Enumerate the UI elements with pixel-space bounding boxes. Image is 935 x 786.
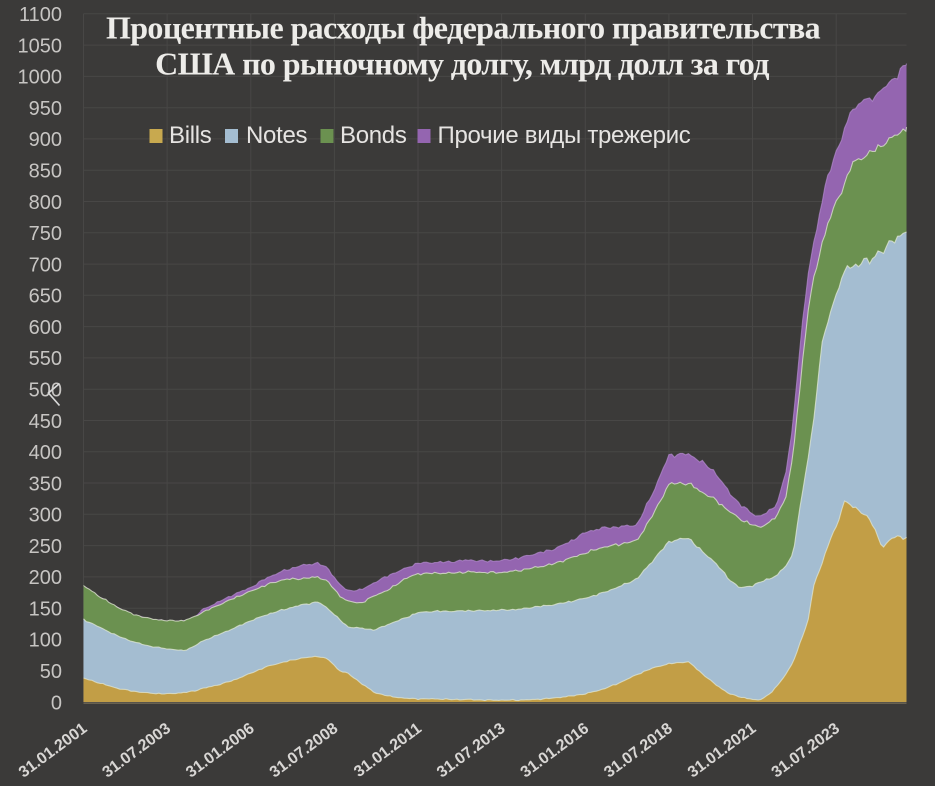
svg-text:Notes: Notes	[246, 122, 307, 149]
svg-text:250: 250	[29, 536, 62, 558]
svg-text:США по рыночному долгу, млрд д: США по рыночному долгу, млрд долл за год	[155, 46, 769, 82]
svg-text:900: 900	[29, 129, 62, 151]
svg-text:100: 100	[29, 630, 62, 652]
svg-text:450: 450	[29, 411, 62, 433]
svg-text:700: 700	[29, 254, 62, 276]
svg-text:350: 350	[29, 473, 62, 495]
svg-text:600: 600	[29, 317, 62, 339]
svg-text:Процентные расходы федеральног: Процентные расходы федерального правител…	[106, 10, 821, 46]
svg-text:850: 850	[29, 161, 62, 183]
svg-text:950: 950	[29, 98, 62, 120]
svg-text:500: 500	[29, 380, 62, 402]
svg-text:Bonds: Bonds	[340, 122, 407, 149]
svg-text:Bills: Bills	[169, 122, 212, 149]
svg-text:300: 300	[29, 505, 62, 527]
svg-text:800: 800	[29, 192, 62, 214]
svg-text:1100: 1100	[19, 4, 62, 26]
svg-text:650: 650	[29, 286, 62, 308]
svg-text:1050: 1050	[18, 35, 63, 57]
svg-text:0: 0	[51, 692, 62, 714]
svg-text:1000: 1000	[18, 67, 63, 89]
svg-text:200: 200	[29, 567, 62, 589]
svg-text:Прочие виды трежерис: Прочие виды трежерис	[438, 122, 691, 149]
svg-text:50: 50	[40, 661, 62, 683]
svg-text:150: 150	[29, 599, 62, 621]
svg-text:400: 400	[29, 442, 62, 464]
svg-text:750: 750	[29, 223, 62, 245]
svg-text:550: 550	[29, 348, 62, 370]
